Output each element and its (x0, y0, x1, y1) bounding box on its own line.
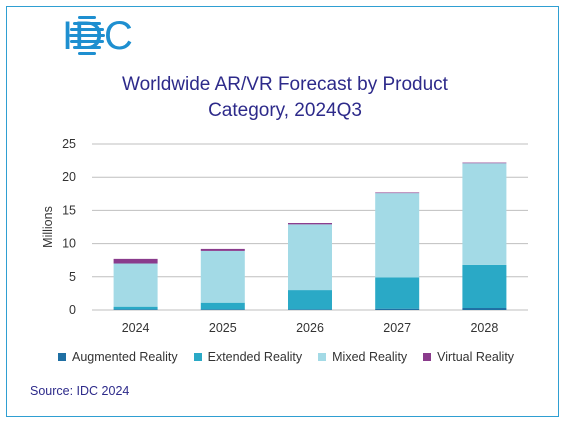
bar-extended-reality (200, 302, 245, 310)
bar-virtual-reality (200, 248, 245, 251)
bar-augmented-reality (288, 309, 332, 310)
bar-extended-reality (375, 277, 420, 309)
bar-mixed-reality (462, 163, 507, 265)
legend-item: Mixed Reality (318, 350, 407, 364)
bar-mixed-reality (375, 193, 420, 278)
y-tick-label: 20 (62, 170, 76, 184)
x-tick-label: 2025 (209, 321, 237, 335)
chart-title-line-2: Category, 2024Q3 (208, 100, 362, 121)
y-axis-label: Millions (41, 206, 55, 248)
legend-item: Augmented Reality (58, 350, 178, 364)
bar-extended-reality (113, 306, 158, 310)
x-tick-label: 2027 (383, 321, 411, 335)
bar-virtual-reality (462, 162, 507, 164)
x-tick-label: 2026 (296, 321, 324, 335)
bar-virtual-reality (375, 192, 420, 194)
bar-augmented-reality (200, 309, 245, 310)
source-note: Source: IDC 2024 (30, 384, 130, 398)
x-tick-label: 2024 (122, 321, 150, 335)
chart-title-line-1: Worldwide AR/VR Forecast by Product (122, 74, 448, 95)
legend-swatch (193, 353, 202, 361)
legend-item: Extended Reality (193, 350, 303, 364)
idc-logo-text: IDC (62, 14, 134, 58)
y-tick-label: 25 (62, 137, 76, 151)
bar-virtual-reality (113, 258, 158, 264)
bar-extended-reality (462, 264, 507, 309)
y-tick-label: 5 (69, 270, 76, 284)
legend-label: Extended Reality (207, 350, 303, 364)
idc-logo-icon (69, 16, 105, 55)
bar-virtual-reality (288, 223, 332, 225)
chart-legend: Augmented Reality Extended Reality Mixed R… (58, 349, 530, 365)
legend-swatch (423, 353, 432, 361)
chart-title: Worldwide AR/VR Forecast by Product Cate… (90, 72, 480, 124)
y-tick-label: 15 (62, 203, 76, 217)
bar-mixed-reality (288, 224, 332, 291)
legend-swatch (58, 353, 66, 361)
legend-swatch (318, 353, 327, 361)
bar-extended-reality (288, 290, 332, 310)
legend-item: Virtual Reality (423, 350, 514, 364)
bar-mixed-reality (200, 250, 245, 303)
legend-label: Augmented Reality (72, 350, 178, 364)
legend-label: Mixed Reality (332, 350, 408, 364)
bar-mixed-reality (113, 263, 158, 307)
legend-label: Virtual Reality (437, 350, 515, 364)
bar-augmented-reality (375, 308, 420, 310)
bar-augmented-reality (462, 308, 507, 310)
x-tick-label: 2028 (470, 321, 498, 335)
y-tick-label: 0 (69, 303, 76, 317)
bar-augmented-reality (113, 309, 158, 310)
y-tick-label: 10 (62, 237, 76, 251)
